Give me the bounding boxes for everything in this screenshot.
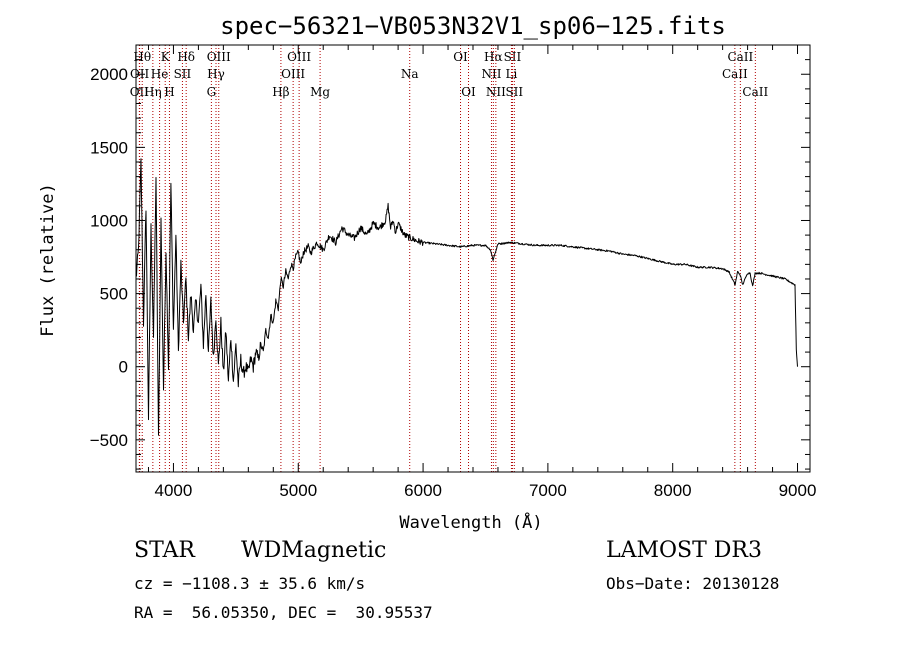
- line-marker-label: CaII: [727, 50, 753, 64]
- line-marker-label: SII: [505, 85, 523, 99]
- line-marker-label: G: [207, 85, 217, 99]
- object-class: STAR: [134, 538, 195, 563]
- line-marker-label: OI: [453, 50, 468, 64]
- x-tick-label: 6000: [404, 481, 442, 500]
- plot-frame: [135, 44, 811, 473]
- line-marker-label: H: [164, 85, 174, 99]
- line-marker-label: OII: [130, 85, 150, 99]
- y-tick-label: 0: [119, 358, 128, 377]
- x-tick-label: 4000: [155, 481, 193, 500]
- line-marker-label: SII: [504, 50, 522, 64]
- line-marker-label: OIII: [207, 50, 231, 64]
- x-tick-label: 5000: [279, 481, 317, 500]
- y-tick-label: 500: [100, 285, 128, 304]
- y-tick-label: 1000: [90, 211, 128, 230]
- line-marker-label: He: [151, 67, 169, 81]
- y-axis-title: Flux (relative): [38, 183, 58, 337]
- line-marker-label: Hδ: [177, 50, 195, 64]
- line-markers: OIIHθOIIHηHeKHSIIHδGHγOIIIHβOIIIOIIIMgNa…: [130, 45, 768, 472]
- series-line-flux: [135, 158, 798, 436]
- x-tick-label: 8000: [654, 481, 692, 500]
- y-tick-label: 1500: [90, 138, 128, 157]
- x-axis-title: Wavelength (Å): [399, 511, 542, 533]
- survey-name: LAMOST DR3: [606, 538, 762, 563]
- chart-title: spec−56321−VB053N32V1_sp06−125.fits: [220, 12, 726, 40]
- line-marker-label: Mg: [310, 85, 330, 99]
- object-subclass: WDMagnetic: [241, 538, 387, 563]
- redshift-text: cz = −1108.3 ± 35.6 km/s: [134, 574, 366, 593]
- obs-date-text: Obs−Date: 20130128: [606, 574, 780, 593]
- line-marker-label: CaII: [742, 85, 768, 99]
- line-marker-label: Li: [506, 67, 518, 81]
- x-tick-label: 7000: [529, 481, 567, 500]
- line-marker-label: OIII: [287, 50, 311, 64]
- line-marker-label: SII: [174, 67, 192, 81]
- line-marker-label: CaII: [722, 67, 748, 81]
- line-marker-label: Hγ: [207, 67, 225, 81]
- radec-text: RA = 56.05350, DEC = 30.95537: [134, 603, 433, 622]
- line-marker-label: Hη: [144, 85, 162, 99]
- line-marker-label: OIII: [281, 67, 305, 81]
- x-tick-label: 9000: [779, 481, 817, 500]
- y-tick-label: 2000: [90, 65, 128, 84]
- series-layer: [135, 158, 798, 436]
- line-marker-label: NII: [486, 85, 506, 99]
- line-marker-label: Hθ: [133, 50, 151, 64]
- line-marker-label: Na: [401, 67, 419, 81]
- line-marker-label: Hα: [484, 50, 503, 64]
- line-marker-label: OI: [461, 85, 476, 99]
- line-marker-label: Hβ: [272, 85, 289, 99]
- line-marker-label: K: [161, 50, 171, 64]
- y-tick-label: −500: [90, 431, 128, 450]
- line-marker-label: NII: [481, 67, 501, 81]
- axis-ticks: 4000 5000 6000 7000 8000 9000 −500 0 500 1000 1500…: [90, 44, 817, 500]
